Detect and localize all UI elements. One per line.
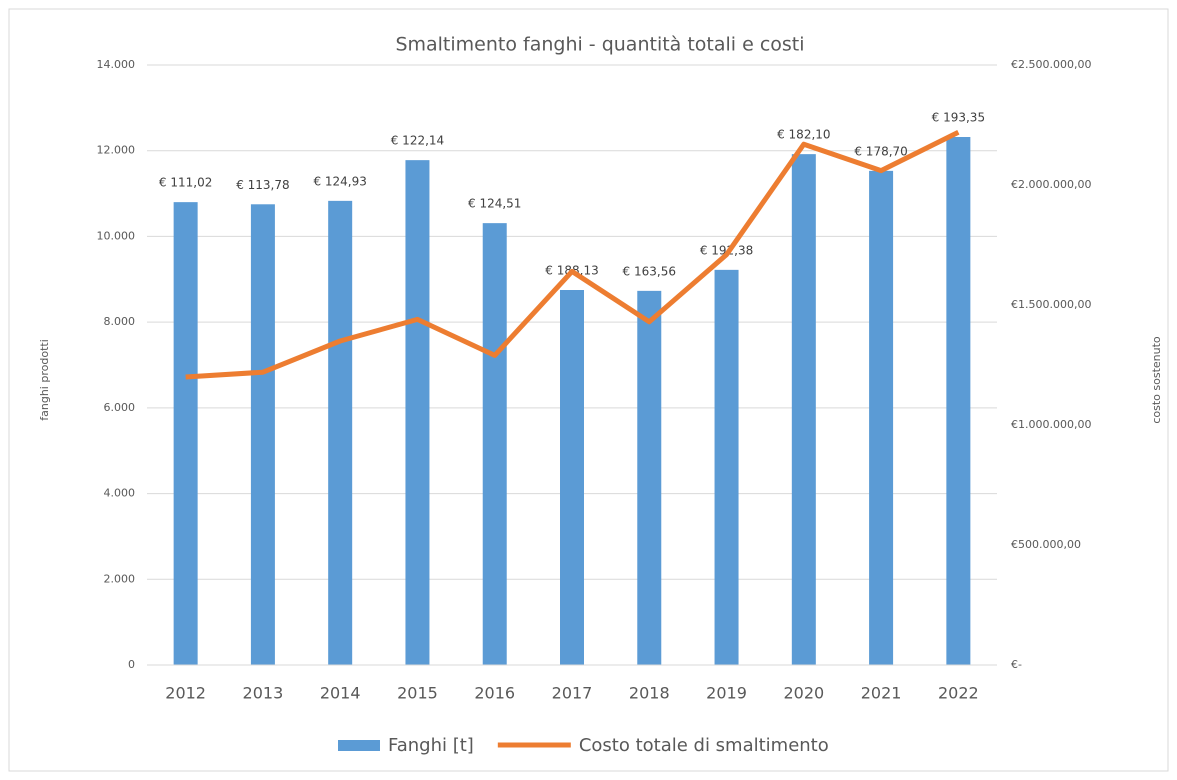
y-tick-label: 10.000 — [97, 229, 136, 242]
x-tick-label: 2014 — [320, 684, 361, 703]
bar — [637, 290, 662, 665]
x-tick-label: 2018 — [629, 684, 670, 703]
x-tick-label: 2013 — [243, 684, 284, 703]
bar — [482, 223, 507, 665]
x-tick-label: 2015 — [397, 684, 438, 703]
x-tick-label: 2017 — [552, 684, 593, 703]
x-tick-label: 2012 — [165, 684, 206, 703]
bar-annotation: € 178,70 — [854, 144, 907, 158]
y-tick-label: 2.000 — [104, 572, 136, 585]
y2-tick-label: €500.000,00 — [1011, 538, 1081, 551]
chart-title: Smaltimento fanghi - quantità totali e c… — [395, 34, 804, 56]
bar — [173, 202, 198, 665]
bar — [328, 200, 353, 665]
bar — [869, 170, 894, 665]
line — [185, 129, 960, 380]
y-tick-label: 4.000 — [104, 487, 136, 500]
x-tick-label: 2022 — [938, 684, 979, 703]
x-tick-label: 2020 — [783, 684, 824, 703]
bar — [714, 269, 739, 665]
bar — [560, 290, 584, 665]
chart-border — [8, 8, 1169, 772]
y-tick-label: 8.000 — [104, 315, 136, 328]
y-tick-label: 6.000 — [104, 401, 136, 414]
bar-annotation: € 163,56 — [623, 264, 676, 278]
bar-annotation: € 193,35 — [932, 111, 985, 125]
y-tick-label: 12.000 — [97, 144, 136, 157]
bar-annotation: € 182,10 — [777, 128, 830, 142]
y2-axis-title: costo sostenuto — [1150, 336, 1163, 424]
bar — [791, 154, 816, 665]
y2-tick-label: €- — [1011, 658, 1022, 671]
x-tick-label: 2019 — [706, 684, 747, 703]
y-axis-title: fanghi prodotti — [38, 339, 51, 420]
legend-label: Fanghi [t] — [388, 735, 474, 756]
y2-tick-label: €2.500.000,00 — [1011, 58, 1091, 71]
x-tick-label: 2021 — [861, 684, 902, 703]
y2-tick-label: €1.500.000,00 — [1011, 298, 1091, 311]
y-tick-label: 14.000 — [97, 58, 136, 71]
legend-label: Costo totale di smaltimento — [579, 735, 829, 756]
y-tick-label: 0 — [128, 658, 135, 671]
bar-annotation: € 122,14 — [391, 134, 444, 148]
bar — [250, 204, 275, 666]
bar — [405, 160, 430, 665]
bar-annotation: € 124,93 — [313, 174, 366, 188]
bar-annotation: € 113,78 — [236, 178, 289, 192]
y2-tick-label: €1.000.000,00 — [1011, 418, 1091, 431]
x-tick-label: 2016 — [474, 684, 515, 703]
y2-tick-label: €2.000.000,00 — [1011, 178, 1091, 191]
bar — [946, 137, 971, 665]
bar-annotation: € 111,02 — [159, 176, 212, 190]
legend-swatch — [338, 740, 380, 751]
bar-annotation: € 124,51 — [468, 197, 521, 211]
